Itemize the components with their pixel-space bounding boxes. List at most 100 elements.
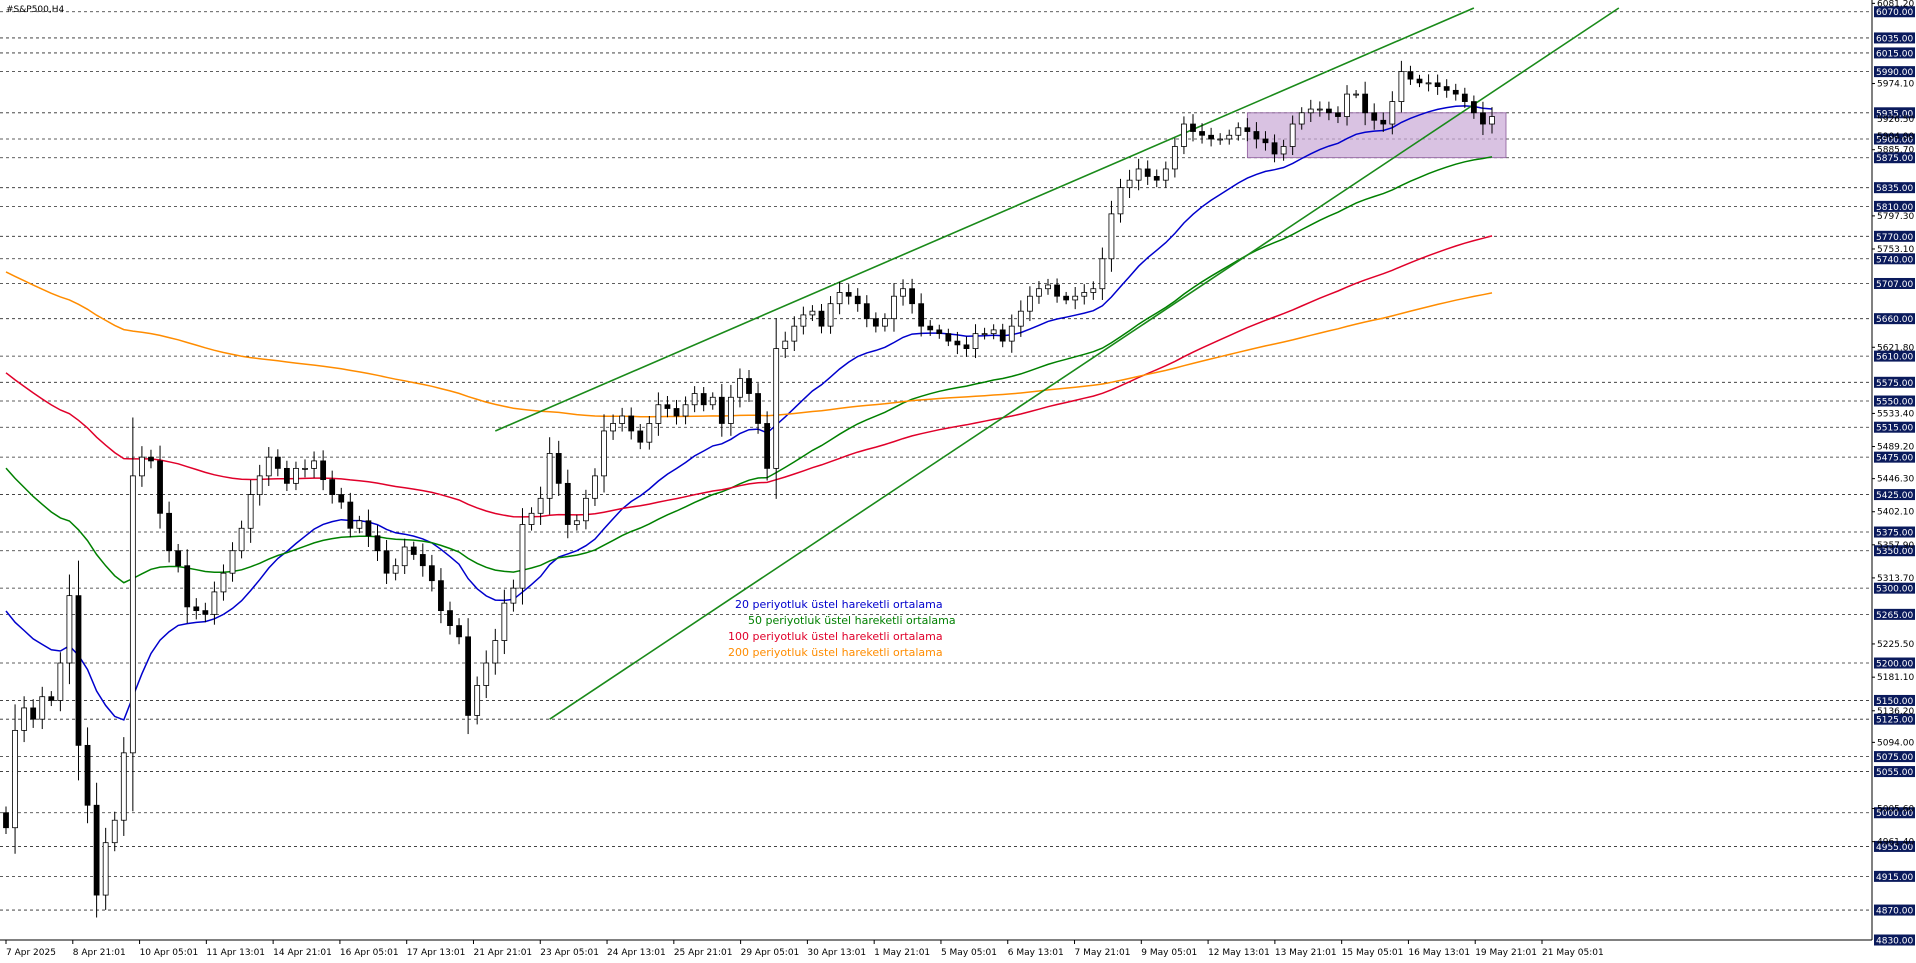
level-label: 4955.00	[1876, 843, 1913, 853]
level-label-box	[1874, 751, 1915, 763]
level-label-box	[1874, 47, 1915, 59]
y-tick-label: 4961.40	[1877, 838, 1914, 848]
candle-body	[1144, 168, 1151, 177]
candle-body	[809, 310, 816, 316]
level-label: 5375.00	[1876, 529, 1913, 539]
candle-body	[1108, 213, 1115, 260]
candle-body	[1425, 82, 1432, 85]
ema-line	[5, 235, 1493, 518]
level-label-box	[1874, 395, 1915, 407]
level-label-box	[1874, 152, 1915, 164]
level-label: 5265.00	[1876, 611, 1913, 621]
level-label-box	[1874, 807, 1915, 819]
candle-body	[184, 565, 191, 608]
level-label: 4870.00	[1876, 907, 1913, 917]
level-label: 5300.00	[1876, 585, 1913, 595]
channel-upper	[494, 7, 1475, 432]
candle-body	[800, 314, 807, 327]
level-label: 5125.00	[1876, 716, 1913, 726]
legend: 20 periyotluk üstel hareketli ortalama 50…	[728, 598, 956, 659]
candle-body	[419, 554, 426, 567]
candle-body	[1271, 142, 1278, 155]
level-label-box	[1874, 934, 1915, 946]
candle-body	[1470, 101, 1477, 114]
candle-body	[1326, 108, 1332, 114]
y-tick-label: 5181.10	[1877, 673, 1914, 683]
candle-body	[1181, 123, 1187, 147]
candle-body	[247, 494, 254, 529]
ema-line	[5, 156, 1493, 584]
candle-body	[1199, 131, 1205, 136]
y-tick-label: 5094.00	[1877, 738, 1914, 748]
trend-channel	[494, 7, 1620, 720]
y-tick-label: 5621.80	[1877, 343, 1914, 353]
candle-body	[1298, 112, 1305, 125]
candle-body	[21, 707, 28, 731]
ema-line	[5, 271, 1493, 418]
y-tick-label: 5357.90	[1877, 541, 1914, 551]
level-label: 4915.00	[1876, 873, 1913, 883]
candle-body	[1452, 89, 1459, 95]
y-tick-label: 6081.20	[1877, 0, 1914, 9]
candle-body	[329, 479, 336, 495]
x-tick-label: 21 Apr 21:01	[473, 948, 532, 958]
level-label: 5055.00	[1876, 768, 1913, 778]
level-label-box	[1874, 277, 1915, 289]
moving-averages	[5, 105, 1493, 721]
ema-line	[5, 105, 1493, 721]
candle-body	[392, 565, 399, 574]
candle-body	[1117, 187, 1124, 215]
candle-body	[610, 423, 616, 432]
candle-body	[1026, 295, 1033, 312]
zone-label: 5926.50	[1877, 115, 1914, 125]
level-label-box	[1874, 107, 1915, 119]
level-label: 5350.00	[1876, 547, 1913, 557]
candle-body	[356, 520, 363, 529]
candle-body	[492, 640, 499, 664]
candle-body	[93, 804, 100, 896]
level-label-box	[1874, 66, 1915, 78]
y-tick-label: 5225.50	[1877, 640, 1914, 650]
candle-body	[1244, 127, 1251, 132]
level-label: 5740.00	[1876, 255, 1913, 265]
candle-body	[845, 292, 852, 297]
level-label-box	[1874, 200, 1915, 212]
candle-body	[347, 501, 354, 529]
candle-body	[1126, 179, 1133, 189]
x-tick-label: 25 Apr 21:01	[674, 948, 733, 958]
candle-body	[1162, 168, 1169, 181]
level-label-box	[1874, 32, 1915, 44]
gridlines	[0, 11, 1872, 941]
zone-label: 5904.00	[1877, 132, 1914, 142]
y-tick-label: 5446.30	[1877, 475, 1914, 485]
candle-body	[1036, 288, 1042, 297]
candle-body	[102, 842, 109, 896]
candle-body	[700, 393, 707, 406]
candle-body	[1480, 112, 1486, 125]
level-label-box	[1874, 870, 1915, 882]
level-label: 5770.00	[1876, 233, 1913, 243]
candle-body	[338, 494, 345, 503]
candle-body	[1443, 86, 1450, 91]
candle-body	[709, 396, 716, 406]
candle-body	[157, 460, 163, 514]
candle-body	[256, 475, 263, 495]
y-tick-label: 5753.10	[1877, 245, 1914, 255]
candle-body	[727, 396, 734, 424]
x-tick-label: 10 Apr 05:01	[140, 948, 199, 958]
candle-body	[1081, 292, 1088, 297]
candle-body	[383, 550, 390, 574]
candle-body	[854, 295, 861, 305]
x-tick-label: 23 Apr 05:01	[540, 948, 599, 958]
candle-body	[818, 310, 825, 327]
candle-body	[1380, 119, 1387, 125]
candle-body	[555, 453, 562, 484]
candle-body	[1153, 176, 1160, 181]
candle-body	[927, 325, 934, 331]
level-label-box	[1874, 608, 1915, 620]
candle-body	[891, 295, 897, 320]
candle-body	[764, 423, 771, 469]
candle-body	[601, 430, 607, 477]
candle-body	[592, 475, 598, 499]
